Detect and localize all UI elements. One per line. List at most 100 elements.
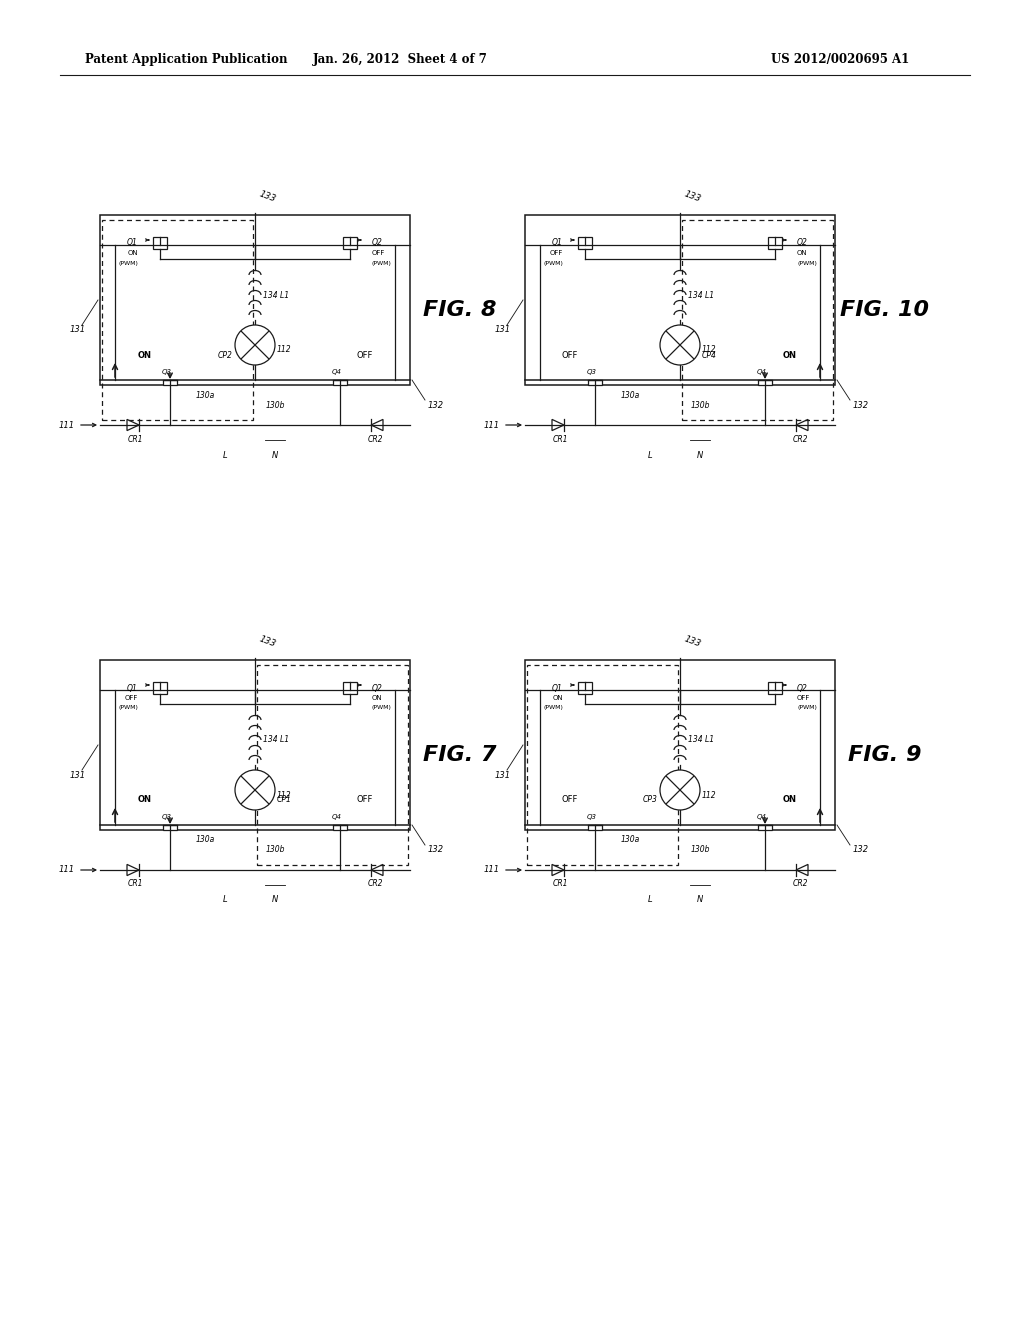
Polygon shape: [127, 865, 139, 875]
Polygon shape: [127, 420, 139, 430]
Text: ON: ON: [372, 696, 383, 701]
Text: CP2: CP2: [218, 351, 233, 359]
Text: 130a: 130a: [621, 836, 640, 845]
Text: 112: 112: [278, 791, 292, 800]
Bar: [578, 238, 592, 249]
Text: OFF: OFF: [550, 249, 563, 256]
Text: ON: ON: [783, 796, 797, 804]
Text: 130b: 130b: [265, 400, 285, 409]
Bar: [525, 660, 835, 830]
Text: 111: 111: [484, 866, 500, 874]
Bar: [578, 682, 592, 694]
Text: 132: 132: [428, 846, 444, 854]
Bar: [343, 238, 357, 249]
Text: 112: 112: [702, 346, 717, 355]
Text: N: N: [272, 450, 279, 459]
Text: ON: ON: [127, 249, 138, 256]
Text: CR1: CR1: [127, 879, 142, 888]
Text: N: N: [697, 895, 703, 904]
Text: CR2: CR2: [368, 434, 383, 444]
Text: 133: 133: [258, 190, 278, 205]
Bar: [333, 825, 347, 830]
Text: 130b: 130b: [690, 846, 710, 854]
Text: Q3: Q3: [162, 370, 172, 375]
Text: 131: 131: [70, 771, 86, 780]
Text: FIG. 8: FIG. 8: [423, 300, 497, 319]
Text: 133: 133: [683, 190, 702, 205]
Polygon shape: [371, 865, 383, 875]
Text: 134 L1: 134 L1: [688, 735, 714, 744]
Text: 111: 111: [58, 866, 75, 874]
Text: 111: 111: [58, 421, 75, 429]
Text: (PWM): (PWM): [372, 260, 392, 265]
Text: ON: ON: [552, 696, 563, 701]
Bar: [758, 825, 772, 830]
Text: CR1: CR1: [552, 434, 567, 444]
Text: 130a: 130a: [621, 391, 640, 400]
Text: (PWM): (PWM): [372, 705, 392, 710]
Circle shape: [234, 770, 275, 810]
Text: Q4: Q4: [757, 814, 767, 820]
Text: Q3: Q3: [587, 814, 597, 820]
Polygon shape: [552, 865, 564, 875]
Text: 132: 132: [853, 846, 869, 854]
Text: Jan. 26, 2012  Sheet 4 of 7: Jan. 26, 2012 Sheet 4 of 7: [312, 54, 487, 66]
Bar: [588, 380, 602, 385]
Text: Q3: Q3: [587, 370, 597, 375]
Text: CP4: CP4: [702, 351, 717, 359]
Text: OFF: OFF: [562, 351, 579, 359]
Text: 111: 111: [484, 421, 500, 429]
Text: (PWM): (PWM): [543, 705, 563, 710]
Text: OFF: OFF: [372, 249, 385, 256]
Bar: [163, 825, 177, 830]
Text: Q4: Q4: [332, 370, 342, 375]
Text: (PWM): (PWM): [118, 705, 138, 710]
Bar: [525, 215, 835, 385]
Text: 134 L1: 134 L1: [688, 290, 714, 300]
Bar: [768, 682, 782, 694]
Text: OFF: OFF: [356, 351, 373, 359]
Text: Q1: Q1: [127, 684, 138, 693]
Text: 130b: 130b: [265, 846, 285, 854]
Polygon shape: [371, 420, 383, 430]
Text: 131: 131: [495, 771, 511, 780]
Text: 131: 131: [70, 326, 86, 334]
Text: 130a: 130a: [196, 836, 215, 845]
Text: 130a: 130a: [196, 391, 215, 400]
Text: 134 L1: 134 L1: [263, 290, 289, 300]
Text: (PWM): (PWM): [543, 260, 563, 265]
Text: CP1: CP1: [278, 796, 292, 804]
Text: 133: 133: [683, 635, 702, 649]
Text: FIG. 9: FIG. 9: [848, 744, 922, 766]
Bar: [333, 380, 347, 385]
Text: 134 L1: 134 L1: [263, 735, 289, 744]
Bar: [153, 238, 167, 249]
Text: ON: ON: [138, 796, 152, 804]
Text: Patent Application Publication: Patent Application Publication: [85, 54, 288, 66]
Text: OFF: OFF: [125, 696, 138, 701]
Text: US 2012/0020695 A1: US 2012/0020695 A1: [771, 54, 909, 66]
Text: L: L: [648, 895, 652, 904]
Text: Q2: Q2: [797, 239, 808, 248]
Circle shape: [234, 325, 275, 366]
Text: 130b: 130b: [690, 400, 710, 409]
Text: 131: 131: [495, 326, 511, 334]
Text: N: N: [272, 895, 279, 904]
Text: Q1: Q1: [552, 239, 563, 248]
Text: CR2: CR2: [793, 434, 808, 444]
Circle shape: [660, 325, 700, 366]
Text: Q4: Q4: [332, 814, 342, 820]
Polygon shape: [796, 865, 808, 875]
Text: Q2: Q2: [372, 239, 383, 248]
Text: ON: ON: [138, 351, 152, 359]
Text: OFF: OFF: [797, 696, 810, 701]
Text: 132: 132: [428, 400, 444, 409]
Text: Q3: Q3: [162, 814, 172, 820]
Bar: [153, 682, 167, 694]
Text: Q2: Q2: [797, 684, 808, 693]
Text: CR1: CR1: [127, 434, 142, 444]
Text: N: N: [697, 450, 703, 459]
Text: Q1: Q1: [552, 684, 563, 693]
Bar: [768, 238, 782, 249]
Polygon shape: [796, 420, 808, 430]
